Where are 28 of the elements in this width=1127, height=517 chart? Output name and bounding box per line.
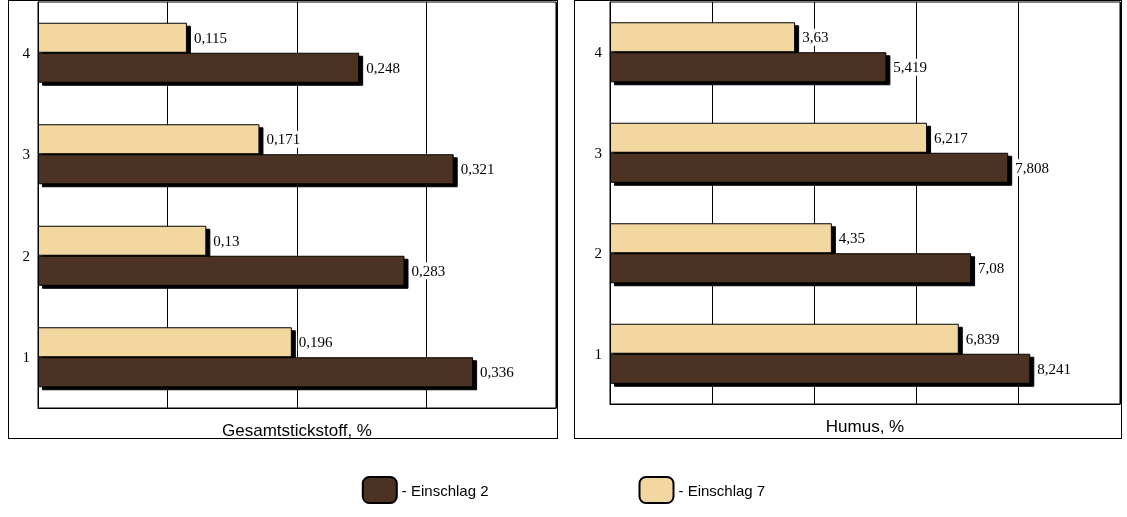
legend-label: - Einschlag 2: [401, 481, 489, 499]
y-tick-label: 1: [594, 345, 602, 362]
y-tick-label: 2: [594, 245, 602, 262]
data-label: 4,35: [838, 230, 866, 247]
data-label: 5,419: [893, 59, 928, 76]
data-label: 0,248: [366, 59, 400, 76]
data-label: 6,839: [965, 330, 1000, 347]
data-label: 7,808: [1015, 159, 1049, 176]
legend-label: - Einschlag 7: [678, 481, 766, 499]
data-label: 6,217: [934, 129, 969, 146]
data-label: 0,283: [411, 262, 446, 279]
data-label: 0,321: [460, 161, 495, 178]
y-tick-label: 2: [22, 247, 30, 264]
y-tick-label: 3: [594, 144, 602, 161]
y-tick-label: 1: [22, 349, 30, 366]
data-label: 3,63: [802, 29, 829, 46]
y-tick-label: 4: [22, 44, 31, 61]
data-label: 7,08: [978, 260, 1005, 277]
y-tick-label: 4: [594, 44, 603, 61]
x-axis-title: Humus, %: [825, 417, 905, 436]
x-axis-title: Gesamtstickstoff, %: [222, 421, 372, 440]
data-label: 8,241: [1037, 360, 1072, 377]
data-label: 0,115: [193, 29, 228, 46]
data-label: 0,13: [213, 232, 240, 249]
y-tick-label: 3: [22, 146, 30, 163]
data-label: 0,196: [298, 334, 334, 351]
data-label: 0,171: [266, 131, 301, 148]
data-label: 0,336: [480, 364, 515, 381]
